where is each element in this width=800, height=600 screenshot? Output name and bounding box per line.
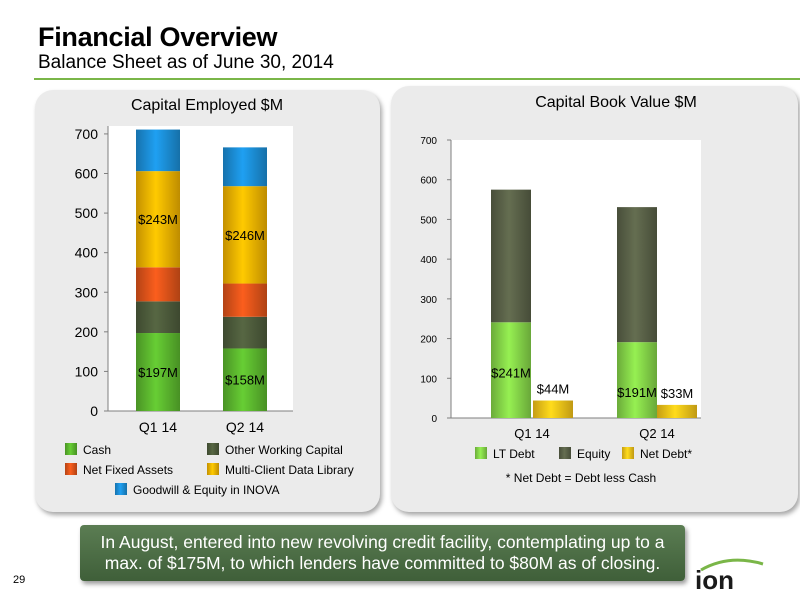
legend-swatch-goodwill-equity-in-inova xyxy=(115,483,127,495)
data-label: $33M xyxy=(661,386,694,401)
chart-title: Capital Book Value $M xyxy=(535,94,697,111)
data-label: $191M xyxy=(617,385,657,400)
data-label: $197M xyxy=(138,365,178,380)
legend-label-net-debt: Net Debt* xyxy=(640,447,692,461)
legend-swatch-multi-client-data-library xyxy=(207,463,219,475)
bar-net-fixed-assets xyxy=(136,267,180,302)
capital-employed-panel: Capital Employed $M 0 100 200 300 400 500 600 70… xyxy=(35,90,380,512)
y-tick-label: 500 xyxy=(75,205,99,221)
page-number: 29 xyxy=(13,574,26,586)
legend-label-cash: Cash xyxy=(83,443,111,457)
plot-area xyxy=(451,140,701,418)
bar-equity xyxy=(617,207,657,343)
legend-label-net-fixed-assets: Net Fixed Assets xyxy=(83,463,173,477)
y-tick-label: 0 xyxy=(90,403,98,419)
y-tick-label: 500 xyxy=(420,215,437,226)
svg-text:ion: ion xyxy=(695,565,734,592)
bar-cash xyxy=(223,348,267,411)
data-label: $243M xyxy=(138,212,178,227)
y-tick-label: 600 xyxy=(75,166,99,182)
y-tick-label: 700 xyxy=(420,136,437,147)
y-tick-label: 100 xyxy=(420,374,437,385)
bar-net-debt xyxy=(657,404,697,418)
x-tick-label: Q2 14 xyxy=(639,426,674,441)
bar-equity xyxy=(491,189,531,323)
legend-swatch-net-fixed-assets xyxy=(65,463,77,475)
bar-multi-client-data-library xyxy=(136,171,180,268)
bar-other-working-capital xyxy=(223,316,267,349)
y-tick-label: 0 xyxy=(431,414,437,425)
y-tick-label: 600 xyxy=(420,176,437,187)
y-tick-label: 100 xyxy=(75,363,99,379)
bar-cash xyxy=(136,333,180,411)
bar-goodwill-equity-in-inova xyxy=(136,129,180,172)
bar-other-working-capital xyxy=(136,301,180,334)
bar-net-fixed-assets xyxy=(223,283,267,317)
y-tick-label: 300 xyxy=(420,295,437,306)
x-tick-label: Q2 14 xyxy=(226,419,264,435)
y-tick-label: 400 xyxy=(75,245,99,261)
y-tick-label: 700 xyxy=(75,126,99,142)
legend-label-multi-client-data-library: Multi-Client Data Library xyxy=(225,463,354,477)
data-label: $241M xyxy=(491,365,531,380)
chart-title: Capital Employed $M xyxy=(131,97,283,114)
y-tick-label: 300 xyxy=(75,284,99,300)
bar-lt-debt xyxy=(491,322,531,418)
x-tick-label: Q1 14 xyxy=(514,426,549,441)
title-rule xyxy=(34,78,800,80)
y-tick-label: 200 xyxy=(75,324,99,340)
y-tick-label: 400 xyxy=(420,255,437,266)
ion-logo: ion xyxy=(695,558,764,592)
capital-book-value-chart: Capital Book Value $M 0 100 200 300 400 500 600… xyxy=(420,94,701,485)
data-label: $44M xyxy=(537,382,570,397)
capital-employed-chart: Capital Employed $M 0 100 200 300 400 500 600 70… xyxy=(65,97,354,497)
legend-label-equity: Equity xyxy=(577,447,610,461)
bar-net-debt xyxy=(533,400,573,418)
legend-swatch-net-debt xyxy=(622,447,634,459)
bar-lt-debt xyxy=(617,342,657,418)
y-tick-label: 200 xyxy=(420,335,437,346)
legend-label-lt-debt: LT Debt xyxy=(493,447,535,461)
legend-swatch-other-working-capital xyxy=(207,443,219,455)
legend-label-goodwill-equity-in-inova: Goodwill & Equity in INOVA xyxy=(133,483,280,497)
page-subtitle: Balance Sheet as of June 30, 2014 xyxy=(38,52,334,73)
legend-swatch-lt-debt xyxy=(475,447,487,459)
legend-swatch-cash xyxy=(65,443,77,455)
bar-goodwill-equity-in-inova xyxy=(223,147,267,187)
legend-label-other-working-capital: Other Working Capital xyxy=(225,443,343,457)
legend-swatch-equity xyxy=(559,447,571,459)
credit-facility-callout: In August, entered into new revolving cr… xyxy=(80,525,685,581)
x-tick-label: Q1 14 xyxy=(139,419,177,435)
callout-text: In August, entered into new revolving cr… xyxy=(100,532,665,573)
data-label: $158M xyxy=(225,373,265,388)
bar-multi-client-data-library xyxy=(223,186,267,284)
net-debt-footnote: * Net Debt = Debt less Cash xyxy=(506,471,656,485)
page-title: Financial Overview xyxy=(38,22,278,52)
capital-book-value-panel: Capital Book Value $M 0 100 200 300 400 500 600… xyxy=(391,86,798,512)
data-label: $246M xyxy=(225,228,265,243)
